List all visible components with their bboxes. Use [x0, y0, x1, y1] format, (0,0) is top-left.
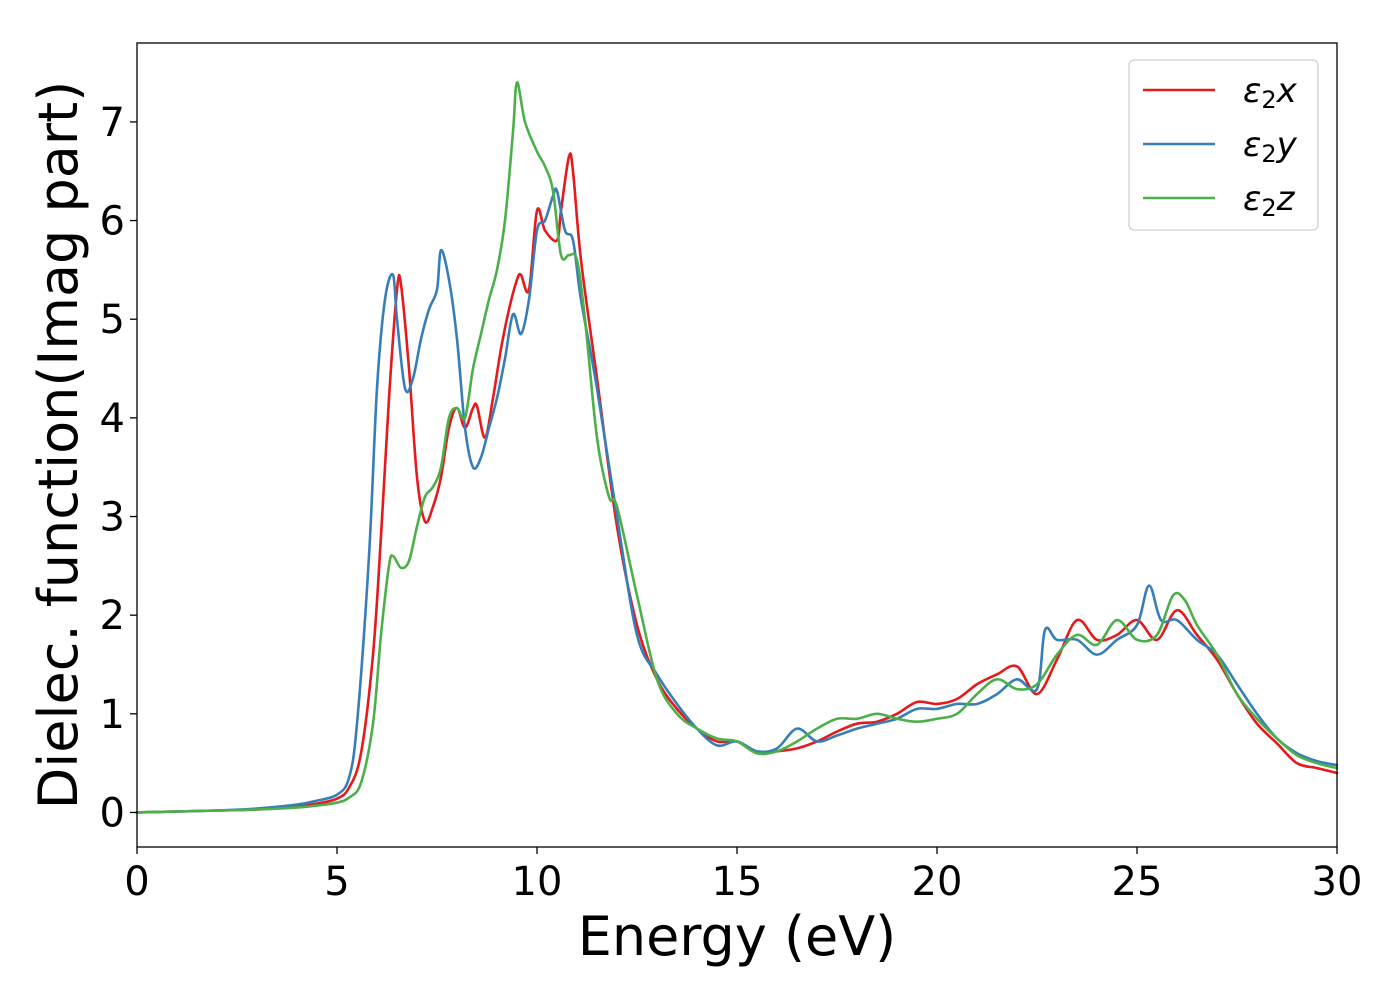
x-tick-label: 10 — [512, 859, 563, 905]
series-line-y — [135, 187, 1339, 814]
x-axis-title: Energy (eV) — [578, 905, 897, 968]
y-tick-label: 1 — [100, 692, 125, 738]
series-line-z — [135, 81, 1339, 814]
legend: ε2x ε2y ε2z — [1128, 59, 1319, 231]
x-axis-ticks: 0 5 10 15 20 25 30 — [124, 847, 1362, 905]
y-tick-label: 0 — [100, 790, 125, 836]
series-layer — [135, 81, 1339, 814]
y-tick-label: 6 — [100, 199, 125, 245]
y-tick-label: 2 — [100, 593, 125, 639]
y-tick-label: 7 — [100, 100, 125, 146]
x-tick-label: 5 — [324, 859, 349, 905]
series-line-x — [135, 152, 1339, 814]
y-tick-label: 3 — [100, 495, 125, 541]
y-tick-label: 4 — [100, 396, 125, 442]
legend-box — [1128, 59, 1319, 231]
x-tick-label: 25 — [1112, 859, 1163, 905]
legend-label-z: ε2z — [1243, 179, 1296, 222]
legend-label-x: ε2x — [1243, 71, 1298, 114]
x-tick-label: 15 — [712, 859, 763, 905]
x-tick-label: 20 — [912, 859, 963, 905]
x-tick-label: 0 — [124, 859, 149, 905]
y-axis-ticks: 0 1 2 3 4 5 6 7 — [100, 100, 137, 836]
y-tick-label: 5 — [100, 297, 125, 343]
x-tick-label: 30 — [1312, 859, 1363, 905]
legend-label-y: ε2y — [1243, 125, 1298, 168]
y-axis-title: Dielec. function(Imag part) — [27, 81, 90, 810]
